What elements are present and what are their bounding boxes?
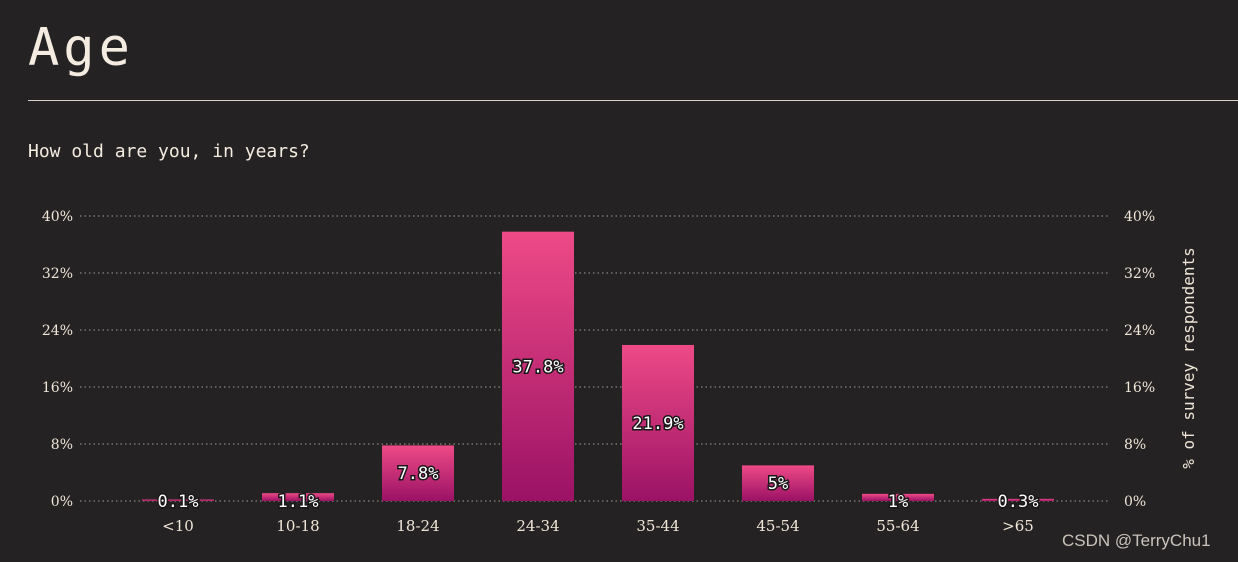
y-tick-label-left: 16% [42, 380, 73, 396]
survey-question: How old are you, in years? [28, 141, 310, 162]
y-tick-label-left: 32% [42, 266, 73, 282]
data-label: 0.3% [998, 492, 1039, 512]
x-tick-label: <10 [162, 517, 194, 535]
bar-35-44 [622, 344, 694, 501]
data-label: 7.8% [398, 464, 439, 484]
y-tick-label-left: 24% [42, 323, 73, 339]
data-label: 5% [768, 474, 788, 494]
x-tick-label: 10-18 [276, 517, 319, 535]
y-axis-title: % of survey respondents [1179, 247, 1198, 469]
y-tick-label-right: 8% [1124, 437, 1146, 453]
page-title: Age [28, 18, 134, 78]
x-tick-label: 45-54 [756, 517, 799, 535]
bar-45-54 [742, 465, 814, 501]
title-divider [28, 100, 1238, 101]
data-label: 1.1% [278, 492, 319, 512]
y-tick-label-right: 16% [1124, 380, 1155, 396]
x-tick-label: 55-64 [876, 517, 919, 535]
data-label: 0.1% [158, 492, 199, 512]
data-label: 1% [888, 492, 908, 512]
y-tick-label-right: 32% [1124, 266, 1155, 282]
watermark: CSDN @TerryChu1 [1062, 531, 1211, 550]
y-tick-label-right: 0% [1124, 494, 1146, 510]
x-tick-label: 24-34 [516, 517, 559, 535]
bar-24-34 [502, 231, 574, 502]
y-tick-label-right: 24% [1124, 323, 1155, 339]
x-tick-label: 35-44 [636, 517, 679, 535]
bar-10-18 [262, 493, 334, 501]
bar-18-24 [382, 445, 454, 501]
x-tick-label: 18-24 [396, 517, 439, 535]
bar->65 [982, 498, 1054, 501]
bar-55-64 [862, 493, 934, 501]
y-tick-label-left: 8% [51, 437, 73, 453]
x-tick-label: >65 [1002, 517, 1034, 535]
data-label: 37.8% [512, 357, 563, 377]
y-tick-label-left: 0% [51, 494, 73, 510]
bar-<10 [142, 499, 214, 501]
y-tick-label-left: 40% [42, 209, 73, 225]
data-label: 21.9% [632, 414, 683, 434]
y-tick-label-right: 40% [1124, 209, 1155, 225]
